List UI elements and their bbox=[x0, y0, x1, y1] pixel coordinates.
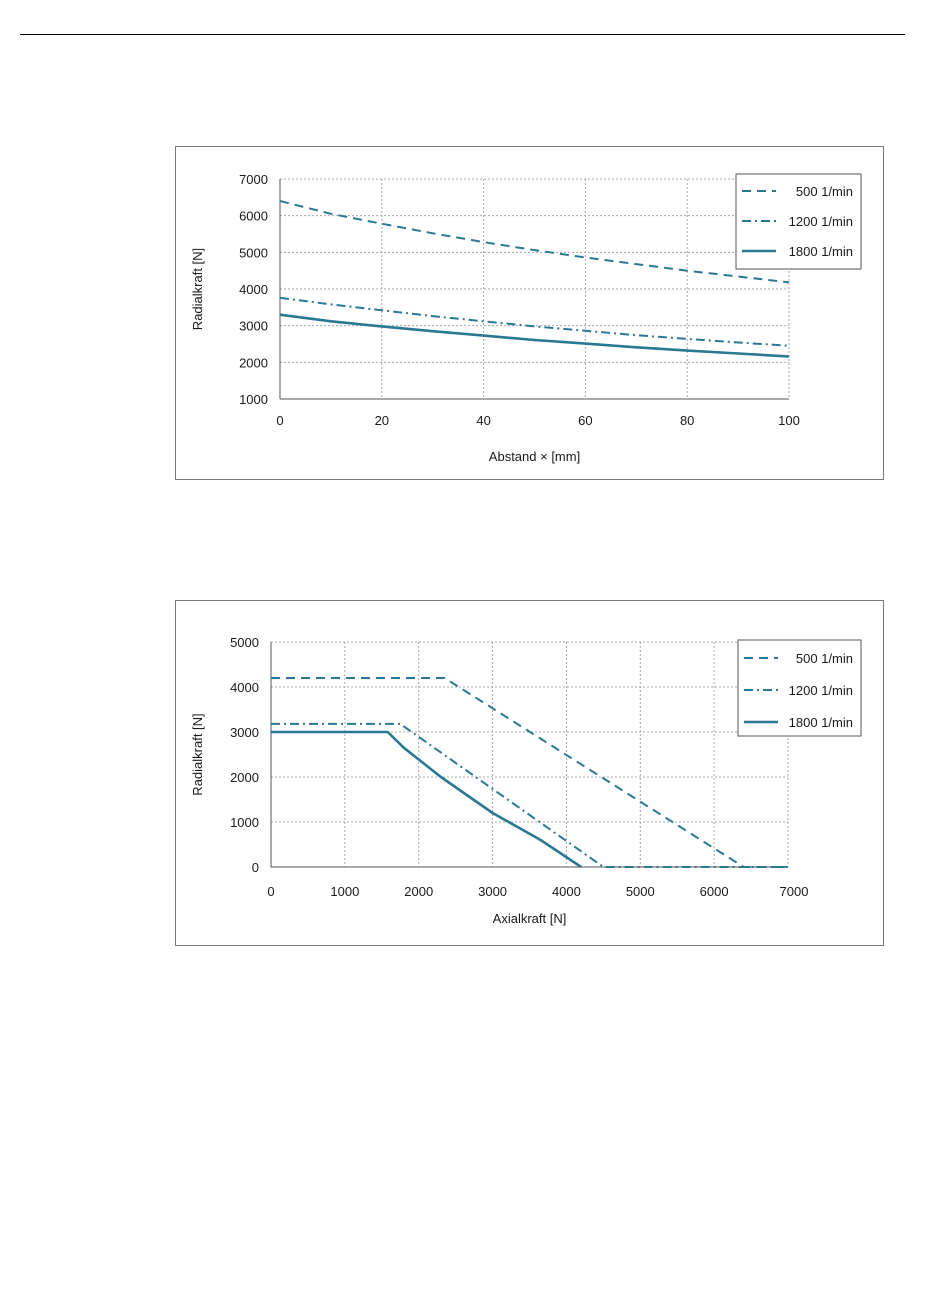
series-line-1 bbox=[271, 722, 788, 868]
y-tick-label: 4000 bbox=[239, 282, 268, 297]
x-tick-label: 0 bbox=[267, 884, 274, 899]
x-tick-label: 20 bbox=[375, 413, 389, 428]
legend-label-1: 1200 1/min bbox=[789, 683, 853, 698]
series-line-1 bbox=[279, 296, 790, 347]
y-tick-label: 2000 bbox=[230, 770, 259, 785]
y-axis-title: Radialkraft [N] bbox=[190, 248, 205, 330]
page-header-rule bbox=[20, 34, 905, 35]
y-tick-label: 4000 bbox=[230, 680, 259, 695]
x-tick-label: 2000 bbox=[404, 884, 433, 899]
y-tick-label: 0 bbox=[252, 860, 259, 875]
x-tick-label: 40 bbox=[476, 413, 490, 428]
series-line-2 bbox=[279, 313, 790, 358]
x-tick-label: 1000 bbox=[330, 884, 359, 899]
series-line-2 bbox=[271, 730, 582, 869]
chart-1-svg: 0 20 40 60 80 100 1000 2000 3000 4000 5000 6000 7000… bbox=[190, 172, 862, 464]
y-tick-label: 6000 bbox=[239, 209, 268, 224]
y-axis-title: Radialkraft [N] bbox=[190, 713, 205, 795]
y-tick-label: 7000 bbox=[239, 172, 268, 187]
x-tick-label: 5000 bbox=[626, 884, 655, 899]
chart-2-svg: 0 1000 2000 3000 4000 5000 6000 7000 0 1000 2000 30… bbox=[190, 635, 862, 926]
chart-radialkraft-abstand: 0 20 40 60 80 100 1000 2000 3000 4000 5000 6000 7000… bbox=[175, 146, 884, 480]
x-tick-label: 3000 bbox=[478, 884, 507, 899]
legend-label-2: 1800 1/min bbox=[789, 244, 853, 259]
x-tick-label: 4000 bbox=[552, 884, 581, 899]
x-tick-label: 0 bbox=[276, 413, 283, 428]
y-tick-label: 2000 bbox=[239, 355, 268, 370]
x-axis-title: Axialkraft [N] bbox=[493, 911, 567, 926]
y-tick-label: 5000 bbox=[239, 245, 268, 260]
y-tick-label: 1000 bbox=[230, 815, 259, 830]
legend-box bbox=[737, 639, 862, 737]
legend-label-0: 500 1/min bbox=[796, 184, 853, 199]
y-tick-label: 3000 bbox=[239, 319, 268, 334]
series-line-0 bbox=[271, 677, 788, 868]
legend-label-0: 500 1/min bbox=[796, 651, 853, 666]
x-tick-label: 7000 bbox=[780, 884, 809, 899]
legend-label-2: 1800 1/min bbox=[789, 715, 853, 730]
legend-label-1: 1200 1/min bbox=[789, 214, 853, 229]
x-axis-title: Abstand × [mm] bbox=[489, 449, 580, 464]
y-tick-label: 1000 bbox=[239, 392, 268, 407]
x-tick-label: 80 bbox=[680, 413, 694, 428]
y-tick-label: 5000 bbox=[230, 635, 259, 650]
x-tick-label: 60 bbox=[578, 413, 592, 428]
x-tick-label: 100 bbox=[778, 413, 800, 428]
y-tick-label: 3000 bbox=[230, 725, 259, 740]
x-tick-label: 6000 bbox=[700, 884, 729, 899]
series-line-0 bbox=[279, 200, 790, 284]
chart-radialkraft-axialkraft: 0 1000 2000 3000 4000 5000 6000 7000 0 1000 2000 30… bbox=[175, 600, 884, 946]
